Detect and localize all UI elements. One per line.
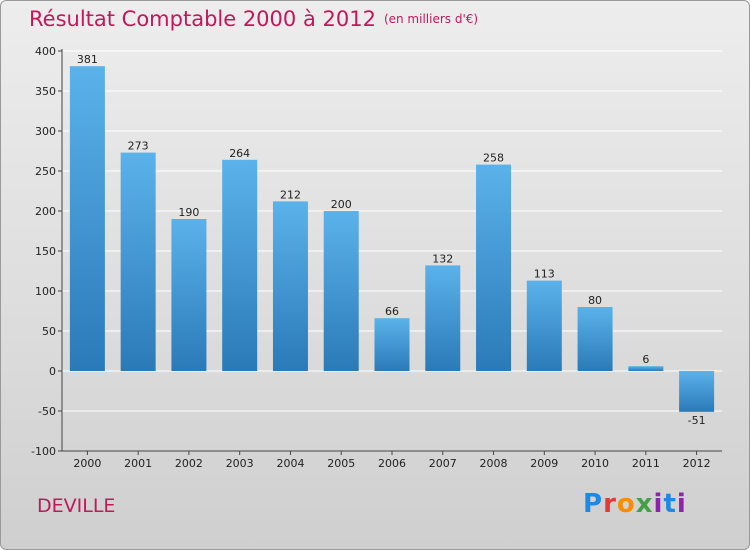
bar-2004 <box>272 201 308 371</box>
commune-name: DEVILLE <box>37 495 116 517</box>
x-tick-label-2012: 2012 <box>683 457 711 470</box>
x-tick-label-2001: 2001 <box>124 457 152 470</box>
logo-letter: i <box>676 489 687 519</box>
axes: -100 -50 0 50 100 150 200 250 300 350 400 2000 2001 2… <box>31 45 722 470</box>
bar-2006 <box>374 318 410 371</box>
y-tick-label: 150 <box>35 245 56 258</box>
x-tick-label-2011: 2011 <box>632 457 660 470</box>
bar-2001 <box>120 152 156 371</box>
logo-letter: x <box>635 489 654 519</box>
bar-2011 <box>628 366 664 371</box>
logo-letter: P <box>583 489 604 519</box>
bar-2000 <box>69 66 105 371</box>
y-tick-label: -50 <box>38 405 56 418</box>
y-tick-label: 100 <box>35 285 56 298</box>
bar-2007 <box>425 265 461 371</box>
y-tick-label: 300 <box>35 125 56 138</box>
y-tick-label: 400 <box>35 45 56 58</box>
bar-2002 <box>171 219 207 371</box>
chart-title: Résultat Comptable 2000 à 2012 (en millie… <box>29 7 478 31</box>
bar-2008 <box>476 164 512 371</box>
title-text: Résultat Comptable 2000 à 2012 <box>29 7 376 31</box>
value-label-2005: 200 <box>331 198 352 211</box>
proxiti-logo[interactable]: Proxiti <box>583 489 687 519</box>
x-tick-label-2008: 2008 <box>480 457 508 470</box>
y-tick-label: 200 <box>35 205 56 218</box>
y-tick-label: 350 <box>35 85 56 98</box>
value-label-2004: 212 <box>280 188 301 201</box>
logo-letter: o <box>616 489 636 519</box>
bar-2010 <box>577 307 613 371</box>
y-tick-label: 250 <box>35 165 56 178</box>
y-tick-label: -100 <box>31 445 56 458</box>
x-tick-label-2000: 2000 <box>73 457 101 470</box>
value-label-2009: 113 <box>534 268 555 281</box>
value-label-2012: -51 <box>688 414 706 427</box>
x-tick-label-2004: 2004 <box>276 457 304 470</box>
x-tick-label-2002: 2002 <box>175 457 203 470</box>
x-tick-label-2006: 2006 <box>378 457 406 470</box>
logo-letter: i <box>653 489 664 519</box>
y-tick-label: 50 <box>42 325 56 338</box>
value-label-2011: 6 <box>642 353 649 366</box>
data-labels: 381 273 190 264 212 200 66 132 258 113 80 6 -51 <box>77 53 706 427</box>
value-label-2006: 66 <box>385 305 399 318</box>
grid <box>62 50 722 452</box>
x-tick-label-2009: 2009 <box>530 457 558 470</box>
x-tick-label-2007: 2007 <box>429 457 457 470</box>
bar-2009 <box>526 280 562 371</box>
title-units: (en milliers d'€) <box>383 12 479 26</box>
value-label-2010: 80 <box>588 294 602 307</box>
x-tick-label-2005: 2005 <box>327 457 355 470</box>
bar-2012 <box>679 371 715 412</box>
value-label-2003: 264 <box>229 147 250 160</box>
x-tick-label-2010: 2010 <box>581 457 609 470</box>
bars <box>69 66 715 412</box>
x-tick-label-2003: 2003 <box>226 457 254 470</box>
bar-2005 <box>323 211 359 371</box>
value-label-2007: 132 <box>432 252 453 265</box>
value-label-2001: 273 <box>128 140 149 153</box>
value-label-2002: 190 <box>178 206 199 219</box>
bar-2003 <box>222 159 258 371</box>
y-tick-label: 0 <box>49 365 56 378</box>
value-label-2000: 381 <box>77 53 98 66</box>
logo-letter: r <box>603 489 617 519</box>
logo-letter: t <box>663 489 677 519</box>
value-label-2008: 258 <box>483 152 504 165</box>
